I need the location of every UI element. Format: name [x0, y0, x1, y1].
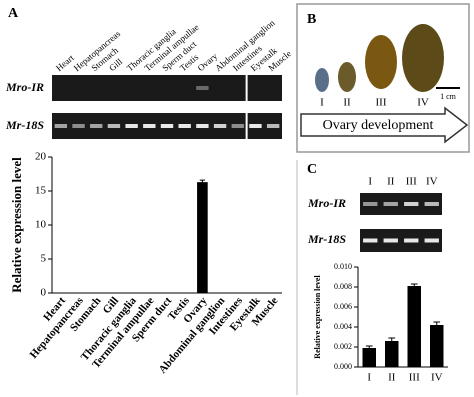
gel-band	[363, 202, 378, 206]
gel-band	[231, 124, 244, 128]
x-tick-label: III	[409, 372, 420, 384]
y-tick-label: 0.000	[334, 362, 352, 371]
gel-band	[54, 124, 68, 128]
bar	[430, 325, 444, 367]
gel	[52, 75, 282, 101]
lane-label: III	[406, 176, 417, 188]
y-tick-label: 0.002	[334, 342, 352, 351]
gel-band	[107, 124, 121, 128]
gel-band	[424, 202, 439, 206]
stage-label: I	[320, 97, 324, 109]
ovary-image	[365, 35, 397, 89]
y-tick-label: 0.008	[334, 282, 352, 291]
x-tick-label: I	[367, 372, 371, 384]
gel-band	[196, 124, 209, 128]
panel-label: B	[307, 12, 316, 27]
y-tick-label: 15	[35, 185, 47, 197]
stage-label: IV	[417, 97, 429, 109]
y-axis-label: Relative expression level	[313, 275, 322, 359]
ovary-image	[315, 68, 329, 92]
gel-band	[383, 238, 398, 243]
gel	[360, 193, 442, 215]
gel-band	[196, 86, 209, 90]
gel-row-label: Mro-IR	[307, 196, 346, 210]
x-tick-label: IV	[431, 372, 443, 384]
gel-band	[383, 202, 398, 206]
lane-label: I	[368, 176, 372, 188]
y-tick-label: 20	[35, 151, 47, 163]
gel-band	[424, 238, 439, 243]
x-tick-label: II	[388, 372, 396, 384]
gel-band	[404, 202, 419, 206]
bar	[385, 341, 399, 367]
y-tick-label: 0.010	[334, 262, 352, 271]
bar	[407, 286, 421, 367]
gel-row-label: Mro-IR	[5, 80, 44, 94]
gel-band	[160, 124, 174, 128]
stage-label: II	[343, 97, 351, 109]
ovary-image	[402, 24, 444, 92]
gel-band	[178, 124, 191, 128]
lane-label: Heart	[54, 52, 76, 73]
arrow-label: Ovary development	[323, 118, 434, 133]
gel-band	[90, 124, 103, 128]
gel-band	[72, 124, 85, 128]
panel-label: C	[307, 162, 317, 177]
gel-band	[249, 124, 262, 128]
stage-label: III	[376, 97, 387, 109]
lane-label: IV	[426, 176, 438, 188]
bar	[197, 182, 208, 293]
y-tick-label: 5	[41, 253, 47, 265]
lane-label: II	[387, 176, 395, 188]
gel-band	[363, 238, 378, 243]
gel-band	[143, 124, 156, 128]
y-axis-label: Relative expression level	[9, 157, 24, 293]
scale-label: 1 cm	[440, 92, 457, 101]
gel-band	[266, 124, 280, 128]
panel-b-frame	[296, 3, 470, 153]
y-tick-label: 0.004	[334, 322, 352, 331]
ovary-image	[338, 62, 356, 92]
gel-row-label: Mr-18S	[307, 232, 346, 246]
panel-label: A	[8, 6, 19, 21]
gel-band	[213, 124, 227, 128]
gel-divider	[245, 73, 248, 141]
gel-row-label: Mr-18S	[5, 118, 44, 132]
gel-band	[125, 124, 138, 128]
bar	[362, 348, 376, 367]
y-tick-label: 0.006	[334, 302, 352, 311]
y-tick-label: 0	[41, 287, 47, 299]
gel-band	[404, 238, 419, 243]
y-tick-label: 10	[35, 219, 47, 231]
gel	[360, 229, 442, 252]
arrow	[300, 106, 469, 144]
